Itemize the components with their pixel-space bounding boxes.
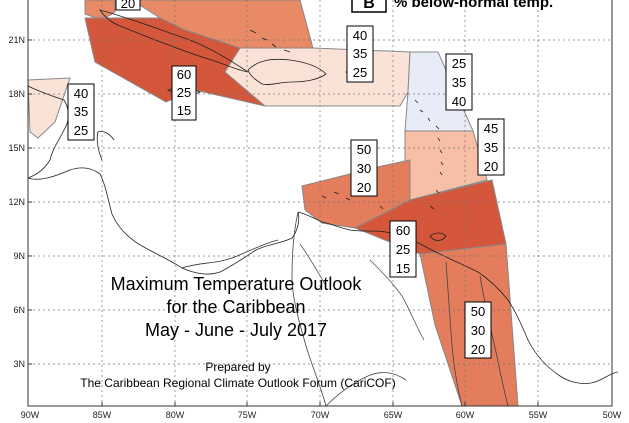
region-windward-islands xyxy=(404,130,488,201)
region-yucatan-belize xyxy=(27,77,71,139)
lat-label-3n: 3N xyxy=(13,359,25,369)
lon-label-75w: 75W xyxy=(238,410,257,420)
prob-greater-antilles-2: 25 xyxy=(353,65,367,80)
prob-windward-islands-0: 45 xyxy=(484,121,498,136)
lon-label-60w: 60W xyxy=(456,410,475,420)
prob-box-western-caribbean: 60 25 15 xyxy=(171,65,197,121)
prob-box-guianas: 50 30 20 xyxy=(464,301,492,359)
prob-leeward-islands-1: 35 xyxy=(452,75,466,90)
prob-abc-islands-2: 20 xyxy=(357,180,371,195)
prob-box-top-strip: 20 xyxy=(115,0,141,11)
prob-box-leeward-islands: 25 35 40 xyxy=(445,53,473,111)
prob-guianas-0: 50 xyxy=(471,304,485,319)
prob-western-caribbean-1: 25 xyxy=(177,85,191,100)
prob-yucatan-belize-1: 35 xyxy=(74,104,88,119)
lat-label-9n: 9N xyxy=(13,251,25,261)
prob-box-windward-islands: 45 35 20 xyxy=(477,118,505,176)
tick-marks xyxy=(27,39,613,406)
lon-label-70w: 70W xyxy=(311,410,330,420)
prob-windward-islands-1: 35 xyxy=(484,140,498,155)
prob-trinidad-venezuela-1: 25 xyxy=(396,242,410,257)
prob-yucatan-belize-0: 40 xyxy=(74,86,88,101)
probability-boxes: 20 60 25 15 40 35 25 25 35 40 40 35 25 xyxy=(67,0,505,359)
prob-abc-islands-0: 50 xyxy=(357,142,371,157)
prob-box-abc-islands: 50 30 20 xyxy=(350,139,378,197)
prepared-by: Prepared by xyxy=(205,360,270,374)
lon-label-65w: 65W xyxy=(384,410,403,420)
prob-greater-antilles-0: 40 xyxy=(353,28,367,43)
prob-box-greater-antilles: 40 35 25 xyxy=(346,25,374,83)
lon-label-80w: 80W xyxy=(166,410,185,420)
prob-yucatan-belize-2: 25 xyxy=(74,123,88,138)
prob-western-caribbean-0: 60 xyxy=(177,67,191,82)
lat-label-6n: 6N xyxy=(13,305,25,315)
lat-label-21n: 21N xyxy=(8,35,25,45)
legend-letter: B xyxy=(363,0,375,12)
legend: B % below-normal temp. xyxy=(351,0,553,13)
map-title-line1: Maximum Temperature Outlook xyxy=(111,274,363,294)
graticule xyxy=(28,0,612,406)
legend-text: % below-normal temp. xyxy=(394,0,553,11)
prob-greater-antilles-1: 35 xyxy=(353,46,367,61)
prob-abc-islands-1: 30 xyxy=(357,161,371,176)
prob-box-trinidad-venezuela: 60 25 15 xyxy=(389,220,417,278)
prob-guianas-2: 20 xyxy=(471,342,485,357)
lat-label-18n: 18N xyxy=(8,89,25,99)
map-title-line3: May - June - July 2017 xyxy=(145,320,327,340)
lon-label-50w: 50W xyxy=(603,410,622,420)
map-title-line2: for the Caribbean xyxy=(166,297,305,317)
prepared-by-org: The Caribbean Regional Climate Outlook F… xyxy=(80,376,395,390)
prob-box-yucatan-belize: 40 35 25 xyxy=(67,83,95,141)
lat-label-15n: 15N xyxy=(8,143,25,153)
prob-windward-islands-2: 20 xyxy=(484,159,498,174)
prob-top-strip-0: 20 xyxy=(121,0,135,11)
lat-label-12n: 12N xyxy=(8,197,25,207)
prob-guianas-1: 30 xyxy=(471,323,485,338)
prob-leeward-islands-0: 25 xyxy=(452,56,466,71)
lon-label-55w: 55W xyxy=(529,410,548,420)
lon-label-90w: 90W xyxy=(21,410,40,420)
lon-label-85w: 85W xyxy=(93,410,112,420)
prob-leeward-islands-2: 40 xyxy=(452,94,466,109)
prob-western-caribbean-2: 15 xyxy=(177,103,191,118)
prob-trinidad-venezuela-0: 60 xyxy=(396,223,410,238)
prob-trinidad-venezuela-2: 15 xyxy=(396,261,410,276)
